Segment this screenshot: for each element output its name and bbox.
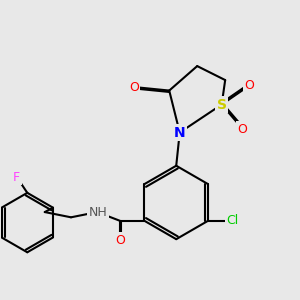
Text: S: S (217, 98, 227, 112)
Text: O: O (129, 81, 139, 94)
Text: F: F (13, 171, 20, 184)
Text: N: N (174, 125, 185, 140)
Text: O: O (238, 122, 248, 136)
Text: Cl: Cl (226, 214, 238, 227)
Text: NH: NH (88, 206, 107, 219)
Text: O: O (245, 79, 255, 92)
Text: O: O (115, 233, 125, 247)
